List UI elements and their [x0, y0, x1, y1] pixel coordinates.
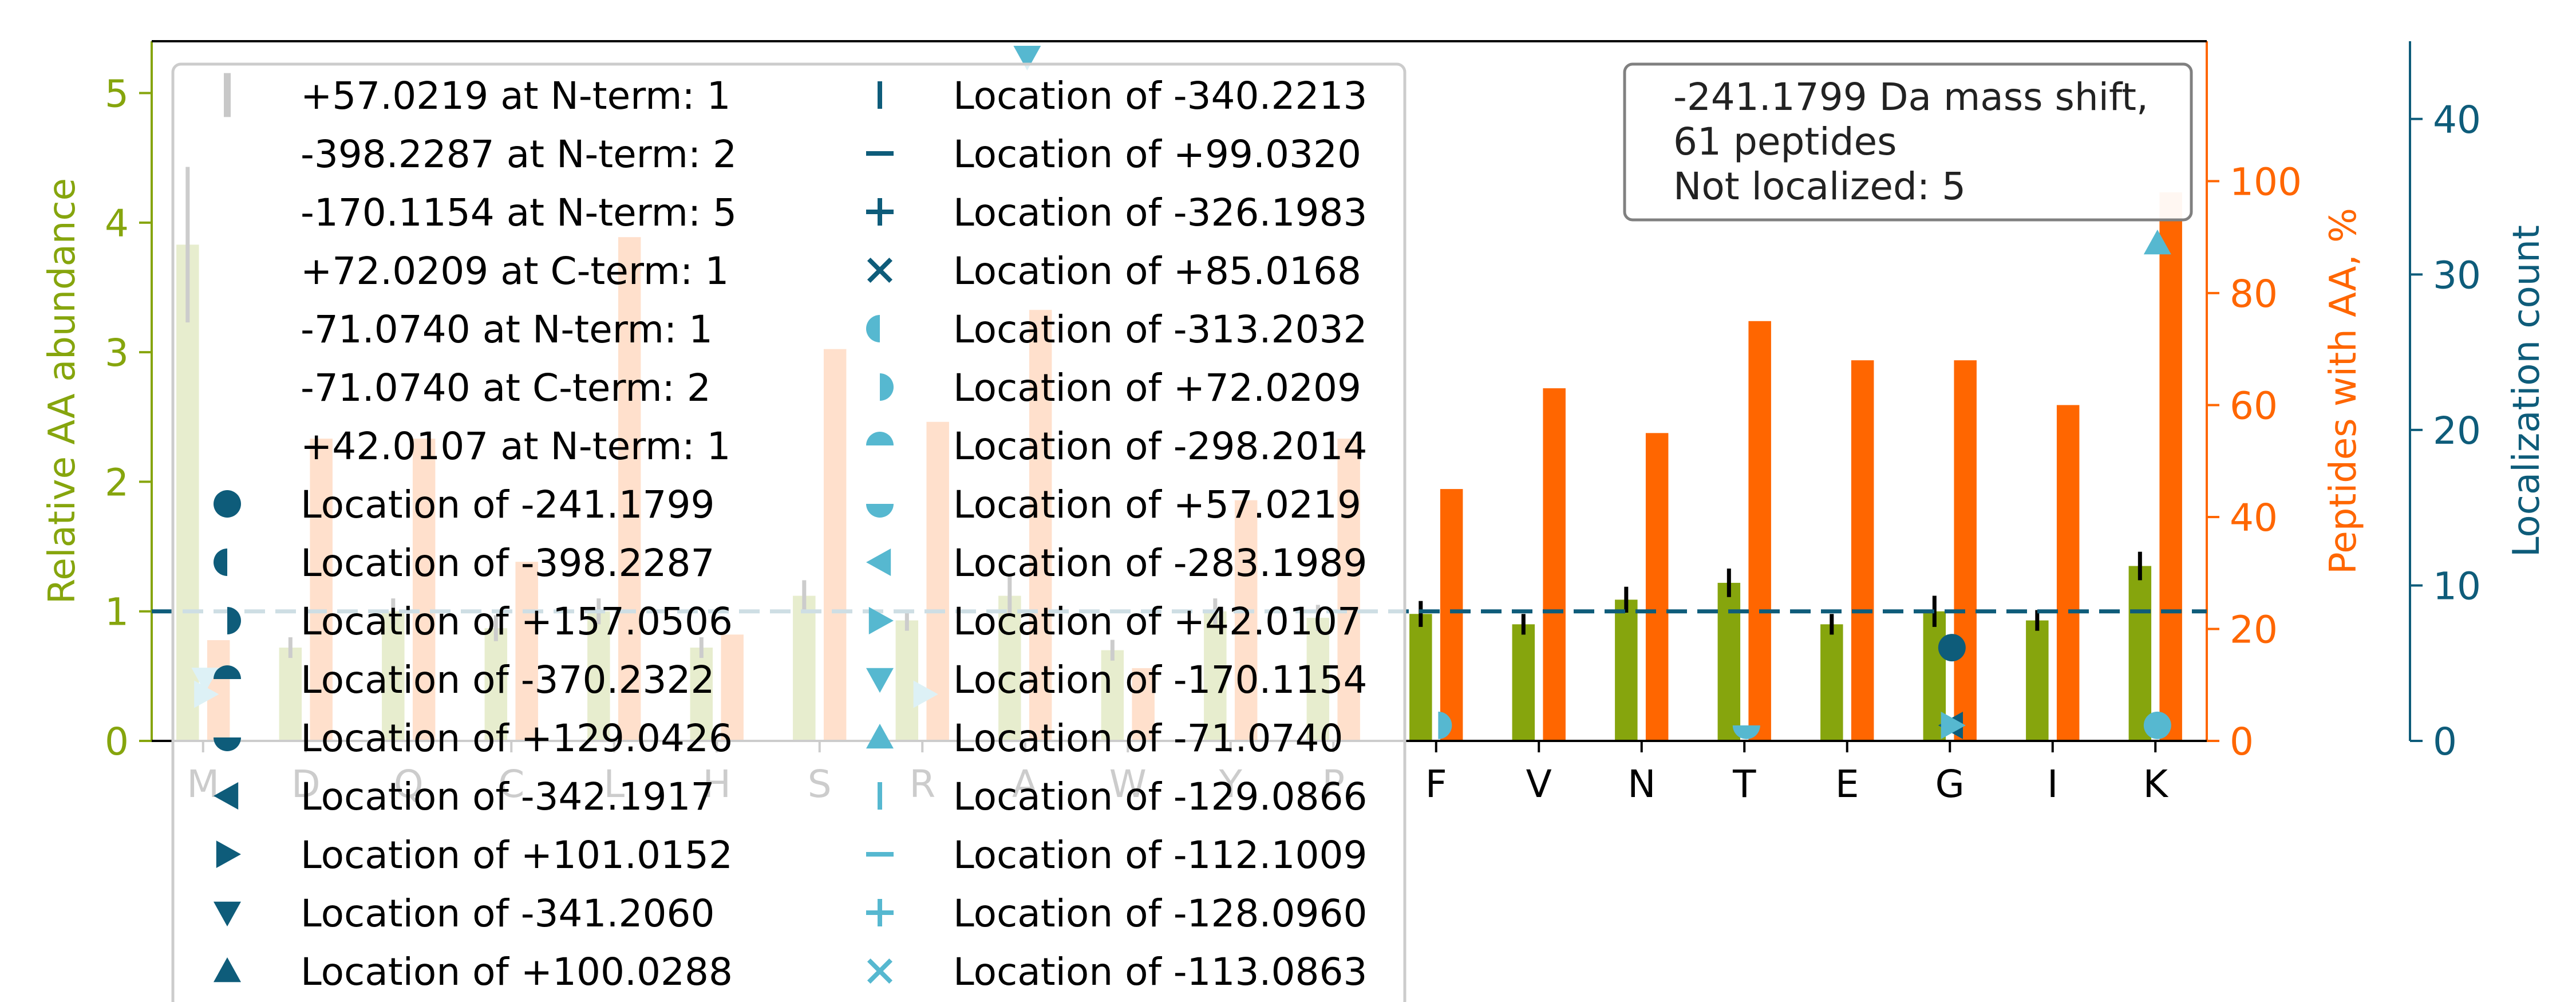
x-axis-tick-label: E: [1835, 762, 1859, 806]
legend-entry-label: Location of +85.0168: [953, 249, 1361, 293]
far-right-axis-tick-label: 0: [2433, 720, 2457, 764]
right-axis-tick-label: 20: [2230, 607, 2278, 652]
localization-marker: [2144, 712, 2171, 739]
x-axis-tick-label: T: [1732, 762, 1756, 806]
x-axis-tick-label: F: [1425, 762, 1447, 806]
x-axis-tick-label: G: [1935, 762, 1965, 806]
percent-bar: [1954, 360, 1976, 741]
right-axis-tick-label: 80: [2230, 272, 2278, 316]
legend-entry-label: +57.0219 at N-term: 1: [301, 74, 731, 118]
legend-entry-label: Location of -370.2322: [301, 658, 714, 702]
legend: +57.0219 at N-term: 1 -398.2287 at N-term…: [173, 64, 1405, 1002]
legend-entry-label: Location of -398.2287: [301, 541, 714, 585]
legend-entry-label: +72.0209 at C-term: 1: [301, 249, 729, 293]
x-axis-tick-label: K: [2143, 762, 2169, 806]
x-axis-tick-label: N: [1627, 762, 1656, 806]
info-box-line: Not localized: 5: [1673, 164, 1966, 208]
legend-entry-label: +42.0107 at N-term: 1: [301, 424, 731, 468]
x-axis-tick-label: I: [2047, 762, 2058, 806]
percent-bar: [2057, 405, 2079, 741]
left-axis-tick-label: 2: [105, 460, 129, 504]
left-axis-title: Relative AA abundance: [41, 178, 84, 604]
percent-bar: [1646, 433, 1668, 741]
far-right-axis-tick-label: 10: [2433, 564, 2481, 608]
x-axis-tick-label: V: [1526, 762, 1552, 806]
legend-entry-label: Location of -298.2014: [953, 424, 1367, 468]
legend-entry-label: Location of +72.0209: [953, 366, 1361, 410]
legend-entry-label: Location of -326.1983: [953, 191, 1367, 235]
localization-marker: [1938, 634, 1966, 661]
right-axis-tick-label: 40: [2230, 496, 2278, 540]
legend-entry-label: Location of -112.1009: [953, 833, 1367, 877]
abundance-bar: [2129, 566, 2151, 741]
legend-entry-label: Location of -113.0863: [953, 950, 1367, 994]
abundance-bar: [1512, 624, 1535, 741]
legend-entry-label: Location of +101.0152: [301, 833, 733, 877]
marker-circle: [2144, 712, 2171, 739]
legend-marker: [214, 490, 241, 518]
legend-entry-label: Location of -241.1799: [301, 483, 714, 527]
left-axis-tick-label: 3: [105, 331, 129, 375]
far-right-axis-tick-label: 30: [2433, 253, 2481, 297]
percent-bar: [2159, 192, 2182, 741]
legend-entry-label: Location of +157.0506: [301, 599, 733, 644]
legend-entry-label: Location of +100.0288: [301, 950, 733, 994]
legend-entry-label: Location of -283.1989: [953, 541, 1367, 585]
right-axis-tick-label: 100: [2230, 160, 2302, 204]
abundance-bar: [1409, 614, 1432, 741]
legend-entry-label: -398.2287 at N-term: 2: [301, 132, 737, 176]
abundance-bar: [1820, 624, 1843, 741]
legend-entry-label: Location of -313.2032: [953, 307, 1367, 352]
right-axis-tick-label: 0: [2230, 720, 2254, 764]
left-axis-tick-label: 5: [105, 72, 129, 116]
legend-entry-label: Location of +99.0320: [953, 132, 1361, 176]
legend-entry-label: Location of -170.1154: [953, 658, 1367, 702]
legend-entry-label: Location of +129.0426: [301, 716, 733, 760]
right-axis-title: Peptides with AA, %: [2322, 208, 2365, 574]
percent-bar: [1543, 388, 1565, 741]
abundance-bar: [1615, 599, 1637, 741]
percent-bar: [1440, 489, 1463, 741]
legend-entry-label: Location of +57.0219: [953, 483, 1361, 527]
legend-entry-label: -71.0740 at N-term: 1: [301, 307, 713, 352]
info-box-line: 61 peptides: [1673, 120, 1897, 164]
legend-entry-label: Location of -341.2060: [301, 891, 714, 936]
percent-bar: [1851, 360, 1874, 741]
abundance-bar: [2026, 621, 2048, 741]
far-right-axis-tick-label: 20: [2433, 409, 2481, 453]
far-right-axis-tick-label: 40: [2433, 98, 2481, 142]
abundance-bar: [1718, 583, 1740, 741]
info-box-line: -241.1799 Da mass shift,: [1673, 75, 2148, 119]
legend-entry-label: -170.1154 at N-term: 5: [301, 191, 737, 235]
right-axis-tick-label: 60: [2230, 384, 2278, 428]
legend-entry-label: -71.0740 at C-term: 2: [301, 366, 711, 410]
legend-entry-label: Location of -71.0740: [953, 716, 1343, 760]
left-axis-tick-label: 4: [105, 202, 129, 246]
percent-bar: [1748, 321, 1771, 741]
legend-entry-label: Location of -340.2213: [953, 74, 1367, 118]
legend-entry-label: Location of -129.0866: [953, 775, 1367, 819]
marker-circle: [214, 490, 241, 518]
legend-entry-label: Location of -342.1917: [301, 775, 714, 819]
marker-circle: [1938, 634, 1966, 661]
left-axis-tick-label: 1: [105, 590, 129, 634]
legend-entry-label: Location of +42.0107: [953, 599, 1361, 644]
legend-entry-label: Location of -128.0960: [953, 891, 1367, 936]
left-axis-tick-label: 0: [105, 720, 129, 764]
far-right-axis-title: Localization count: [2506, 225, 2548, 557]
